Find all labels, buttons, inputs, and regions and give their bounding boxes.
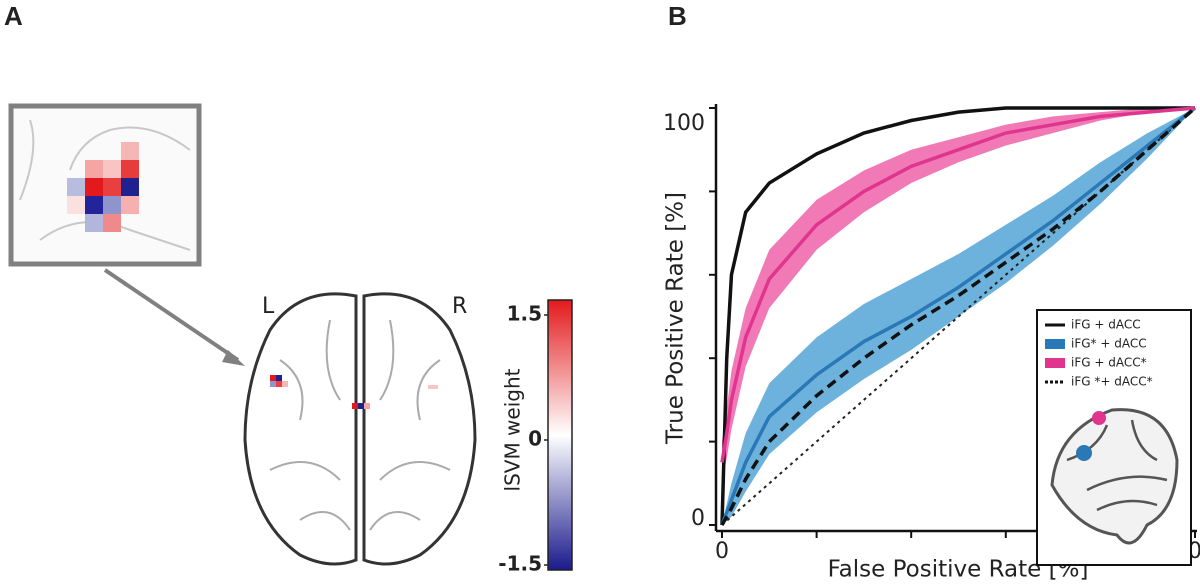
legend-label: iFG + dACC (1071, 318, 1141, 332)
region-dot (1092, 411, 1106, 425)
tick-label: -1.5 (498, 552, 542, 576)
y-tick-label: 100 (663, 111, 705, 136)
legend-swatch (1045, 358, 1065, 368)
panel-label: B (668, 1, 687, 31)
panel-label: A (4, 1, 23, 31)
sulcus (19, 119, 191, 251)
tick-label: 1.5 (507, 302, 542, 326)
brain-icon-sulci (1066, 419, 1168, 512)
legend-swatch (1045, 339, 1065, 349)
y-axis-title: True Positive Rate [%] (663, 192, 689, 445)
arrow (103, 268, 240, 362)
roc-line (720, 106, 1197, 526)
roc-line (720, 106, 1197, 526)
roc-line (720, 106, 1195, 526)
legend-label: iFG + dACC* (1071, 356, 1147, 370)
brain-side: L (262, 294, 275, 319)
brain-side: R (452, 294, 467, 319)
y-tick-label: 0 (691, 506, 705, 531)
roc-chart: 01000100False Positive Rate [%]True Posi… (663, 104, 1200, 583)
brain-pixels (270, 375, 438, 409)
roc-line (720, 106, 1196, 463)
brain (243, 292, 477, 566)
region-dot (1076, 445, 1092, 461)
colorbar-bar (547, 299, 573, 571)
colorbar: 1.5 0 -1.5 lSVM weight (498, 299, 573, 576)
weight-pixels (67, 142, 139, 232)
colorbar-label: lSVM weight (501, 368, 525, 491)
confidence-band (722, 108, 1195, 484)
legend-label: iFG* + dACC (1071, 337, 1147, 351)
legend-label: iFG *+ dACC* (1071, 375, 1153, 389)
inset (8, 103, 202, 267)
arrowhead (222, 350, 245, 366)
x-tick-label: 0 (715, 539, 729, 564)
tick-label: 0 (528, 427, 542, 451)
sulcus (269, 319, 451, 531)
